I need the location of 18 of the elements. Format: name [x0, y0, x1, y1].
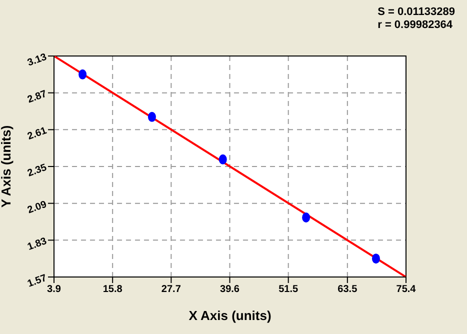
x-tick-label: 27.7 — [161, 284, 182, 296]
x-tick-label: 3.9 — [47, 284, 62, 296]
x-tick-label: 75.4 — [396, 284, 416, 296]
text: S = 0.01133289 — [378, 6, 455, 19]
y-tick-label: 2.09 — [26, 199, 49, 216]
y-tick-label: 3.13 — [26, 52, 49, 69]
x-tick-label: 51.5 — [278, 284, 299, 296]
y-tick-label: 2.61 — [26, 125, 49, 142]
x-tick-label: 39.6 — [220, 284, 240, 296]
x-tick-label: 63.5 — [338, 284, 358, 296]
x-tick-label: 15.8 — [102, 284, 123, 296]
y-axis-title: Y Axis (units) — [0, 125, 14, 208]
x-axis-title: X Axis (units) — [188, 308, 272, 323]
y-tick-label: 2.87 — [26, 88, 49, 106]
y-tick-label: 1.57 — [26, 272, 49, 290]
y-tick-label: 2.35 — [26, 162, 49, 180]
y-tick-label: 1.83 — [26, 236, 49, 253]
text: r = 0.99982364 — [378, 19, 454, 32]
